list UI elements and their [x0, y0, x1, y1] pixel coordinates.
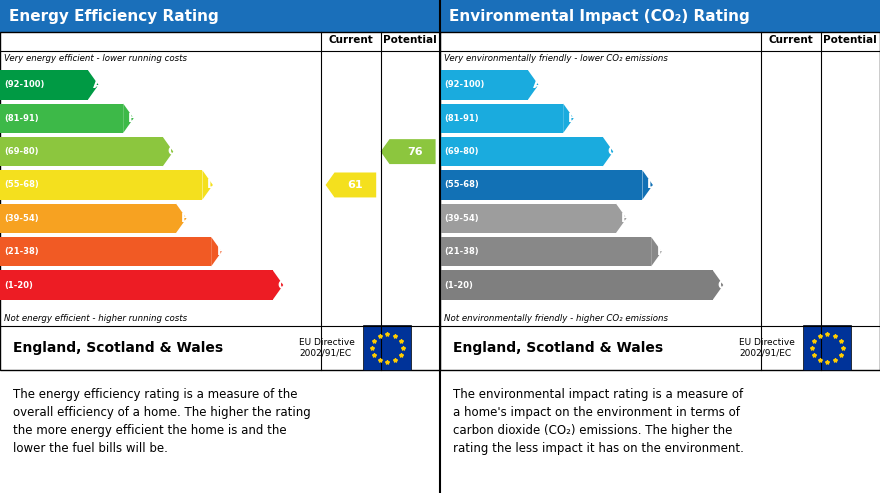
Text: Potential: Potential: [824, 35, 877, 44]
Bar: [0, 70, 88, 100]
Text: (69-80): (69-80): [4, 147, 39, 156]
Text: (55-68): (55-68): [4, 180, 39, 189]
Text: (39-54): (39-54): [4, 214, 39, 223]
Text: D: D: [647, 178, 657, 191]
Text: C: C: [168, 145, 177, 158]
Polygon shape: [713, 270, 723, 300]
Text: A: A: [532, 78, 542, 91]
Text: England, Scotland & Wales: England, Scotland & Wales: [13, 341, 224, 355]
Bar: [0, 170, 202, 200]
Polygon shape: [616, 204, 627, 233]
Bar: [440, 170, 642, 200]
Text: (21-38): (21-38): [444, 247, 479, 256]
Text: A: A: [92, 78, 102, 91]
Polygon shape: [380, 139, 436, 164]
Text: (21-38): (21-38): [4, 247, 39, 256]
Text: 76: 76: [407, 146, 422, 157]
Text: Energy Efficiency Rating: Energy Efficiency Rating: [9, 8, 218, 24]
Polygon shape: [176, 204, 187, 233]
Bar: [0, 204, 176, 233]
Text: (1-20): (1-20): [4, 281, 33, 289]
Text: (81-91): (81-91): [444, 114, 479, 123]
Bar: [440, 70, 528, 100]
Polygon shape: [528, 70, 539, 100]
Polygon shape: [123, 104, 134, 133]
Bar: [440, 104, 563, 133]
Text: G: G: [277, 279, 288, 291]
Bar: [0, 270, 273, 300]
Text: B: B: [568, 112, 577, 125]
Polygon shape: [642, 170, 653, 200]
Text: E: E: [181, 212, 190, 225]
Text: E: E: [621, 212, 630, 225]
Bar: [440, 237, 651, 266]
Text: (55-68): (55-68): [444, 180, 479, 189]
Bar: [440, 137, 603, 166]
Text: Current: Current: [328, 35, 373, 44]
Bar: [440, 204, 616, 233]
Polygon shape: [202, 170, 213, 200]
Text: F: F: [216, 245, 225, 258]
Bar: [0, 237, 211, 266]
FancyBboxPatch shape: [440, 0, 880, 32]
Polygon shape: [651, 237, 662, 266]
FancyBboxPatch shape: [363, 325, 412, 370]
Polygon shape: [163, 137, 173, 166]
Text: (81-91): (81-91): [4, 114, 39, 123]
Bar: [0, 104, 123, 133]
FancyBboxPatch shape: [0, 0, 440, 32]
Text: F: F: [656, 245, 665, 258]
Text: Not environmentally friendly - higher CO₂ emissions: Not environmentally friendly - higher CO…: [444, 314, 669, 323]
Text: G: G: [717, 279, 728, 291]
Polygon shape: [326, 173, 377, 197]
Text: Current: Current: [768, 35, 813, 44]
Polygon shape: [603, 137, 613, 166]
Text: (69-80): (69-80): [444, 147, 479, 156]
Text: The environmental impact rating is a measure of
a home's impact on the environme: The environmental impact rating is a mea…: [453, 388, 744, 456]
Text: (92-100): (92-100): [4, 80, 45, 89]
Bar: [440, 270, 713, 300]
Text: Very energy efficient - lower running costs: Very energy efficient - lower running co…: [4, 54, 187, 63]
Text: The energy efficiency rating is a measure of the
overall efficiency of a home. T: The energy efficiency rating is a measur…: [13, 388, 311, 456]
Text: (1-20): (1-20): [444, 281, 473, 289]
Polygon shape: [211, 237, 222, 266]
Polygon shape: [563, 104, 574, 133]
Text: D: D: [207, 178, 217, 191]
Text: (92-100): (92-100): [444, 80, 485, 89]
Text: Not energy efficient - higher running costs: Not energy efficient - higher running co…: [4, 314, 187, 323]
Polygon shape: [88, 70, 99, 100]
Text: Environmental Impact (CO₂) Rating: Environmental Impact (CO₂) Rating: [449, 8, 750, 24]
Text: Very environmentally friendly - lower CO₂ emissions: Very environmentally friendly - lower CO…: [444, 54, 668, 63]
Text: C: C: [608, 145, 617, 158]
Text: Potential: Potential: [384, 35, 437, 44]
Polygon shape: [273, 270, 283, 300]
FancyBboxPatch shape: [803, 325, 852, 370]
Text: 61: 61: [348, 180, 363, 190]
Text: (39-54): (39-54): [444, 214, 479, 223]
Text: EU Directive
2002/91/EC: EU Directive 2002/91/EC: [739, 338, 795, 357]
Bar: [0, 137, 163, 166]
Text: B: B: [128, 112, 137, 125]
Text: EU Directive
2002/91/EC: EU Directive 2002/91/EC: [299, 338, 355, 357]
Text: England, Scotland & Wales: England, Scotland & Wales: [453, 341, 664, 355]
